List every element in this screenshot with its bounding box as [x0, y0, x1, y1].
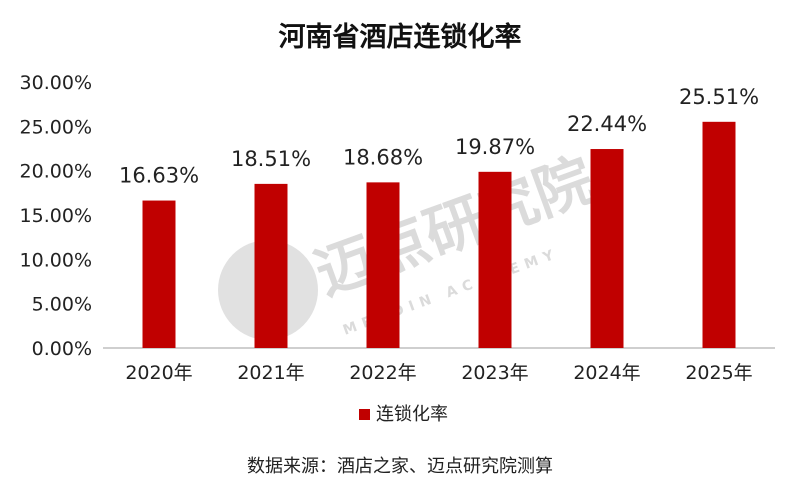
bar	[366, 182, 400, 348]
bars: 16.63% 18.51% 18.68% 19.87% 22.44% 25.51%	[119, 85, 759, 348]
x-tick-label: 2020年	[125, 362, 192, 384]
legend-swatch	[359, 409, 370, 420]
bar-data-label: 16.63%	[119, 164, 199, 188]
y-tick-label: 10.00%	[20, 249, 92, 271]
bar-data-label: 25.51%	[679, 85, 759, 109]
bar-data-label: 22.44%	[567, 112, 647, 136]
legend: 连锁化率	[359, 404, 448, 425]
legend-label: 连锁化率	[376, 404, 448, 425]
y-tick-label: 0.00%	[32, 338, 92, 360]
y-tick-label: 20.00%	[20, 161, 92, 183]
x-tick-label: 2021年	[237, 362, 304, 384]
bar-data-label: 18.51%	[231, 147, 311, 171]
bar	[478, 171, 512, 348]
chart-title: 河南省酒店连锁化率	[279, 21, 522, 53]
bar-data-label: 19.87%	[455, 135, 535, 159]
y-tick-label: 15.00%	[20, 205, 92, 227]
y-axis: 0.00% 5.00% 10.00% 15.00% 20.00% 25.00% 30.00%	[20, 72, 92, 360]
bar	[142, 200, 176, 348]
x-tick-label: 2025年	[685, 362, 752, 384]
y-tick-label: 30.00%	[20, 72, 92, 94]
source-note: 数据来源：酒店之家、迈点研究院测算	[247, 456, 553, 477]
x-axis: 2020年 2021年 2022年 2023年 2024年 2025年	[125, 362, 752, 384]
y-tick-label: 25.00%	[20, 116, 92, 138]
y-tick-label: 5.00%	[32, 294, 92, 316]
bar	[702, 121, 736, 348]
x-tick-label: 2022年	[349, 362, 416, 384]
bar	[254, 183, 288, 348]
x-tick-label: 2023年	[461, 362, 528, 384]
x-tick-label: 2024年	[573, 362, 640, 384]
bar-data-label: 18.68%	[343, 145, 423, 169]
bar	[590, 149, 624, 348]
